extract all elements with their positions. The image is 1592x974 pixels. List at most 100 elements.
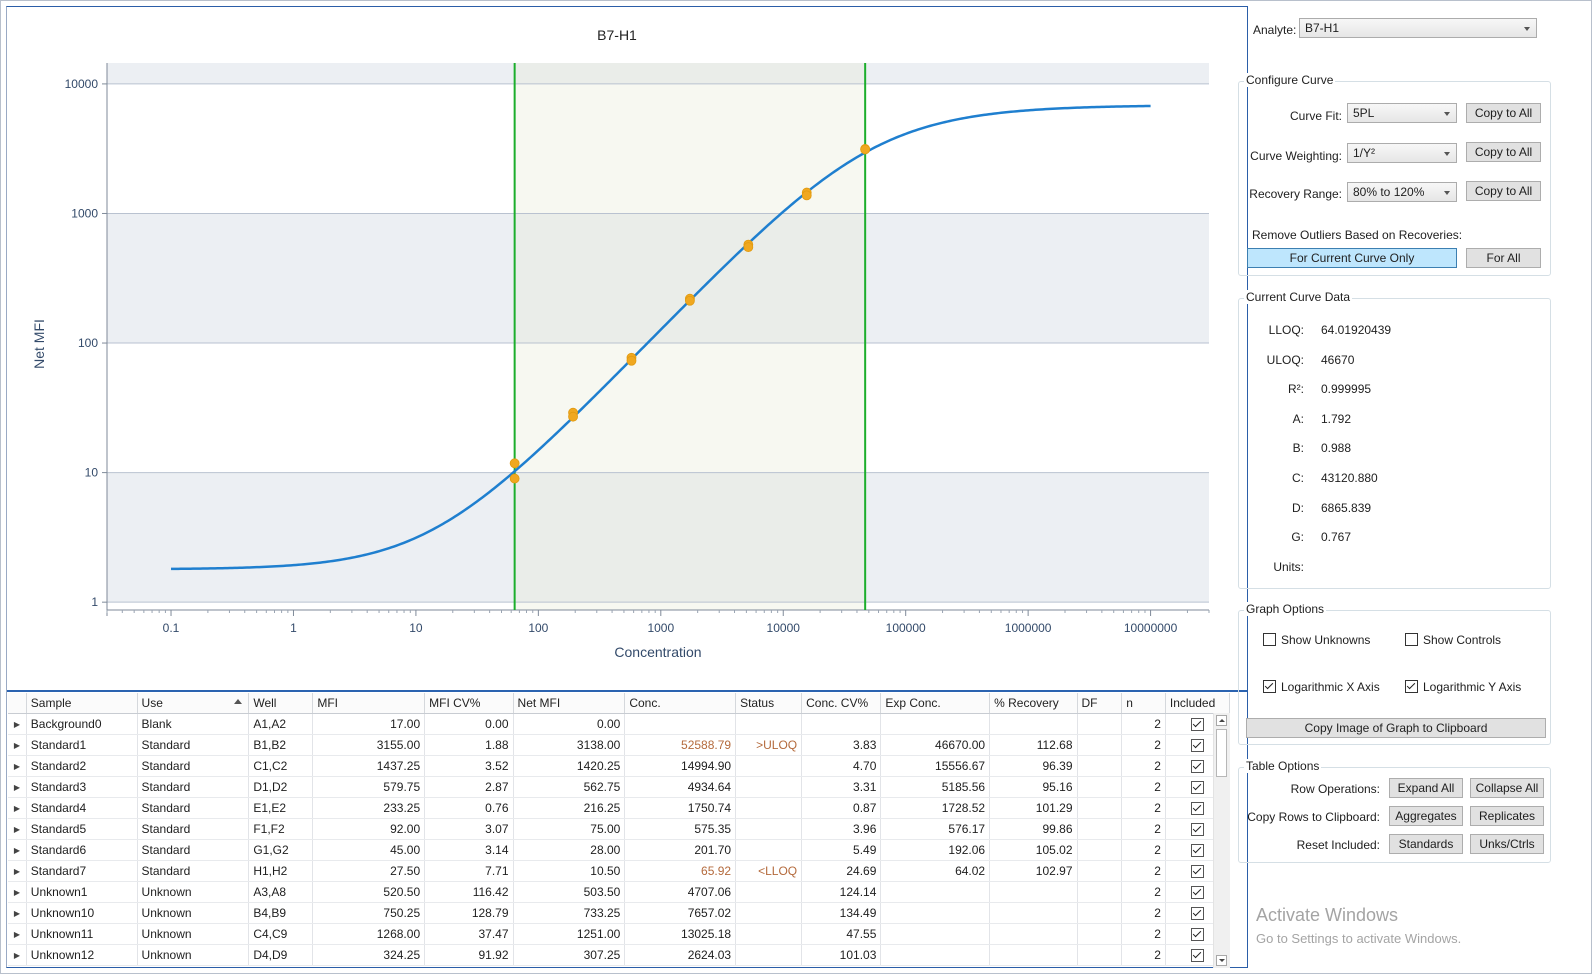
scroll-down-icon[interactable] bbox=[1216, 955, 1227, 966]
included-checkbox[interactable] bbox=[1190, 844, 1204, 858]
configure-curve-title: Configure Curve bbox=[1244, 73, 1336, 87]
cell-mfi: 233.25 bbox=[312, 797, 426, 819]
expand-row-icon[interactable]: ▶ bbox=[8, 713, 27, 735]
table-row[interactable]: ▶ Unknown12 Unknown D4,D9 324.25 91.92 307.25 2… bbox=[8, 944, 1230, 966]
reset-standards-button[interactable]: Standards bbox=[1389, 834, 1463, 854]
table-row[interactable]: ▶ Standard7 Standard H1,H2 27.50 7.71 10.50 65.… bbox=[8, 860, 1230, 882]
chevron-down-icon bbox=[1524, 27, 1530, 31]
expand-row-icon[interactable]: ▶ bbox=[8, 776, 27, 798]
reset-unks-ctrls-button[interactable]: Unks/Ctrls bbox=[1470, 834, 1544, 854]
standard-point bbox=[626, 355, 637, 366]
curve-data-label: D: bbox=[1292, 500, 1304, 515]
y-tick-label: 1000 bbox=[71, 206, 98, 220]
included-checkbox[interactable] bbox=[1190, 949, 1204, 963]
expand-row-icon[interactable]: ▶ bbox=[8, 923, 27, 945]
expand-all-button[interactable]: Expand All bbox=[1389, 778, 1463, 798]
curve-weighting-copy-to-all-button[interactable]: Copy to All bbox=[1466, 142, 1541, 162]
expand-row-icon[interactable]: ▶ bbox=[8, 860, 27, 882]
recovery-range-select[interactable]: 80% to 120% bbox=[1347, 182, 1457, 202]
row-operations-label: Row Operations: bbox=[1290, 782, 1380, 796]
copy-graph-image-button[interactable]: Copy Image of Graph to Clipboard bbox=[1246, 718, 1546, 738]
expand-row-icon[interactable]: ▶ bbox=[8, 818, 27, 840]
column-header-included[interactable]: Included bbox=[1165, 693, 1230, 714]
current-curve-data-title: Current Curve Data bbox=[1244, 290, 1353, 304]
show-unknowns-checkbox[interactable]: Show Unknowns bbox=[1263, 633, 1370, 647]
copy-aggregates-button[interactable]: Aggregates bbox=[1389, 806, 1463, 826]
table-row[interactable]: ▶ Standard2 Standard C1,C2 1437.25 3.52 1420.2… bbox=[8, 755, 1230, 777]
included-checkbox[interactable] bbox=[1190, 928, 1204, 942]
scroll-up-icon[interactable] bbox=[1216, 715, 1227, 726]
standard-point bbox=[509, 473, 520, 484]
column-header-n[interactable]: n bbox=[1121, 693, 1166, 714]
included-checkbox[interactable] bbox=[1190, 823, 1204, 837]
scroll-thumb[interactable] bbox=[1216, 729, 1227, 777]
column-header-use[interactable]: Use bbox=[137, 693, 250, 714]
column-header-well[interactable]: Well bbox=[248, 693, 314, 714]
cell-net-mfi: 3138.00 bbox=[513, 734, 626, 756]
included-checkbox[interactable] bbox=[1190, 865, 1204, 879]
column-header-recovery[interactable]: % Recovery bbox=[989, 693, 1078, 714]
expand-row-icon[interactable]: ▶ bbox=[8, 839, 27, 861]
table-row[interactable]: ▶ Standard4 Standard E1,E2 233.25 0.76 216.25 1… bbox=[8, 797, 1230, 819]
column-header-conc-cv[interactable]: Conc. CV% bbox=[801, 693, 882, 714]
cell-well: A3,A8 bbox=[248, 881, 314, 903]
curve-data-value: 1.792 bbox=[1321, 411, 1352, 426]
table-row[interactable]: ▶ Background0 Blank A1,A2 17.00 0.00 0.00 2 bbox=[8, 713, 1230, 735]
collapse-all-button[interactable]: Collapse All bbox=[1470, 778, 1544, 798]
splitter[interactable] bbox=[7, 690, 1247, 692]
cell-n: 2 bbox=[1121, 776, 1166, 798]
cell-conc: 14994.90 bbox=[624, 755, 737, 777]
curve-weighting-select[interactable]: 1/Y² bbox=[1347, 143, 1457, 163]
included-checkbox[interactable] bbox=[1190, 760, 1204, 774]
table-vertical-scrollbar[interactable] bbox=[1213, 713, 1230, 968]
included-checkbox[interactable] bbox=[1190, 718, 1204, 732]
column-header-mfi[interactable]: MFI bbox=[312, 693, 426, 714]
cell-exp-conc: 15556.67 bbox=[880, 755, 991, 777]
column-header-sample[interactable]: Sample bbox=[26, 693, 138, 714]
table-row[interactable]: ▶ Unknown1 Unknown A3,A8 520.50 116.42 503.50 4… bbox=[8, 881, 1230, 903]
analyte-select[interactable]: B7-H1 bbox=[1299, 18, 1537, 38]
column-header-exp-conc[interactable]: Exp Conc. bbox=[880, 693, 991, 714]
expand-row-icon[interactable]: ▶ bbox=[8, 797, 27, 819]
included-checkbox[interactable] bbox=[1190, 802, 1204, 816]
table-row[interactable]: ▶ Standard5 Standard F1,F2 92.00 3.07 75.00 575… bbox=[8, 818, 1230, 840]
outliers-for-all-button[interactable]: For All bbox=[1466, 248, 1541, 268]
expand-row-icon[interactable]: ▶ bbox=[8, 902, 27, 924]
log-y-axis-checkbox[interactable]: Logarithmic Y Axis bbox=[1405, 680, 1521, 694]
expand-row-icon[interactable]: ▶ bbox=[8, 944, 27, 966]
included-checkbox[interactable] bbox=[1190, 886, 1204, 900]
recovery-range-copy-to-all-button[interactable]: Copy to All bbox=[1466, 181, 1541, 201]
included-checkbox[interactable] bbox=[1190, 739, 1204, 753]
curve-fit-select[interactable]: 5PL bbox=[1347, 103, 1457, 123]
show-controls-checkbox[interactable]: Show Controls bbox=[1405, 633, 1501, 647]
log-x-axis-checkbox[interactable]: Logarithmic X Axis bbox=[1263, 680, 1380, 694]
cell-recovery: 96.39 bbox=[989, 755, 1078, 777]
copy-replicates-button[interactable]: Replicates bbox=[1470, 806, 1544, 826]
outliers-current-curve-button[interactable]: For Current Curve Only bbox=[1247, 248, 1457, 268]
expand-row-icon[interactable]: ▶ bbox=[8, 755, 27, 777]
column-header-conc[interactable]: Conc. bbox=[624, 693, 737, 714]
table-row[interactable]: ▶ Standard1 Standard B1,B2 3155.00 1.88 3138.0… bbox=[8, 734, 1230, 756]
table-row[interactable]: ▶ Unknown11 Unknown C4,C9 1268.00 37.47 1251.0… bbox=[8, 923, 1230, 945]
cell-status bbox=[735, 839, 803, 861]
expand-row-icon[interactable]: ▶ bbox=[8, 881, 27, 903]
cell-exp-conc: 576.17 bbox=[880, 818, 991, 840]
included-checkbox[interactable] bbox=[1190, 907, 1204, 921]
included-checkbox[interactable] bbox=[1190, 781, 1204, 795]
column-header-mfi-cv[interactable]: MFI CV% bbox=[424, 693, 514, 714]
table-row[interactable]: ▶ Unknown10 Unknown B4,B9 750.25 128.79 733.25… bbox=[8, 902, 1230, 924]
table-row[interactable]: ▶ Standard6 Standard G1,G2 45.00 3.14 28.00 201… bbox=[8, 839, 1230, 861]
column-header-net-mfi[interactable]: Net MFI bbox=[513, 693, 626, 714]
cell-status bbox=[735, 755, 803, 777]
curve-fit-copy-to-all-button[interactable]: Copy to All bbox=[1466, 103, 1541, 123]
cell-sample: Standard6 bbox=[26, 839, 138, 861]
cell-mfi: 45.00 bbox=[312, 839, 426, 861]
column-header-df[interactable]: DF bbox=[1077, 693, 1123, 714]
cell-conc: 13025.18 bbox=[624, 923, 737, 945]
cell-mfi-cv: 0.76 bbox=[424, 797, 514, 819]
column-header-status[interactable]: Status bbox=[735, 693, 803, 714]
expand-row-icon[interactable]: ▶ bbox=[8, 734, 27, 756]
cell-conc: 575.35 bbox=[624, 818, 737, 840]
table-row[interactable]: ▶ Standard3 Standard D1,D2 579.75 2.87 562.75 4… bbox=[8, 776, 1230, 798]
cell-well: F1,F2 bbox=[248, 818, 314, 840]
